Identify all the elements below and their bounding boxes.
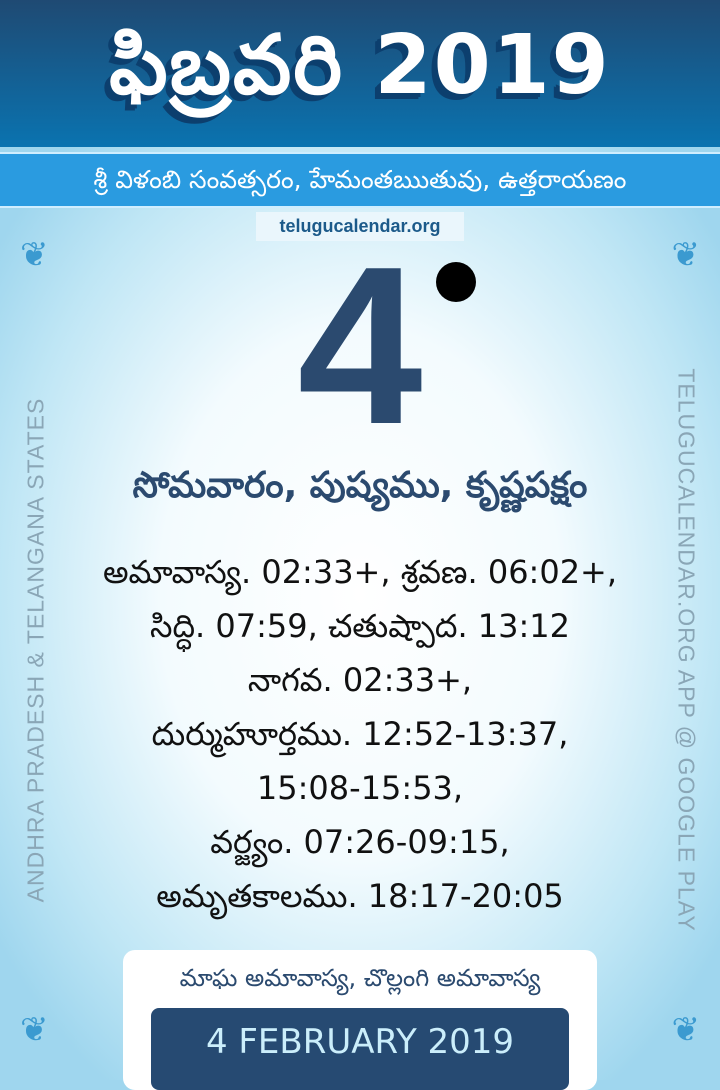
english-date: 4 FEBRUARY 2019 (151, 1008, 569, 1090)
corner-ornament-icon: ❦ (20, 1010, 49, 1050)
year-info-band: శ్రీ విళంబి సంవత్సరం, హేమంతఋతువు, ఉత్తరా… (0, 152, 720, 208)
side-text-left: ANDHRA PRADESH & TELANGANA STATES (22, 397, 49, 903)
corner-ornament-icon: ❦ (20, 235, 49, 275)
side-text-right: TELUGUCALENDAR.ORG APP @ GOOGLE PLAY (673, 368, 700, 932)
panchang-details: అమావాస్య. 02:33+, శ్రవణ. 06:02+, సిద్ధి.… (60, 545, 660, 923)
day-number: 4 (297, 219, 423, 471)
new-moon-icon (436, 262, 476, 302)
detail-line: సిద్ధి. 07:59, చతుష్పాద. 13:12 (149, 607, 571, 645)
footer-card: మాఘ అమావాస్య, చొల్లంగి అమావాస్య 4 FEBRUA… (123, 950, 597, 1090)
month-title: ఫిబ్రవరి 2019 (109, 18, 611, 113)
detail-line: అమావాస్య. 02:33+, శ్రవణ. 06:02+, (102, 553, 618, 591)
weekday-line: సోమవారం, పుష్యము, కృష్ణపక్షం (132, 465, 588, 506)
festival-text: మాఘ అమావాస్య, చొల్లంగి అమావాస్య (179, 964, 541, 992)
corner-ornament-icon: ❦ (671, 235, 701, 275)
detail-line: దుర్ముహూర్తము. 12:52-13:37, (151, 715, 569, 753)
detail-line: వర్జ్యం. 07:26-09:15, (210, 823, 510, 861)
detail-line: నాగవ. 02:33+, (247, 661, 473, 699)
year-info: శ్రీ విళంబి సంవత్సరం, హేమంతఋతువు, ఉత్తరా… (93, 165, 627, 194)
detail-line: 15:08-15:53, (256, 769, 464, 807)
detail-line: అమృతకాలము. 18:17-20:05 (156, 877, 564, 915)
header: ఫిబ్రవరి 2019 (0, 0, 720, 147)
corner-ornament-icon: ❦ (671, 1010, 701, 1050)
website-link[interactable]: telugucalendar.org (256, 212, 464, 241)
